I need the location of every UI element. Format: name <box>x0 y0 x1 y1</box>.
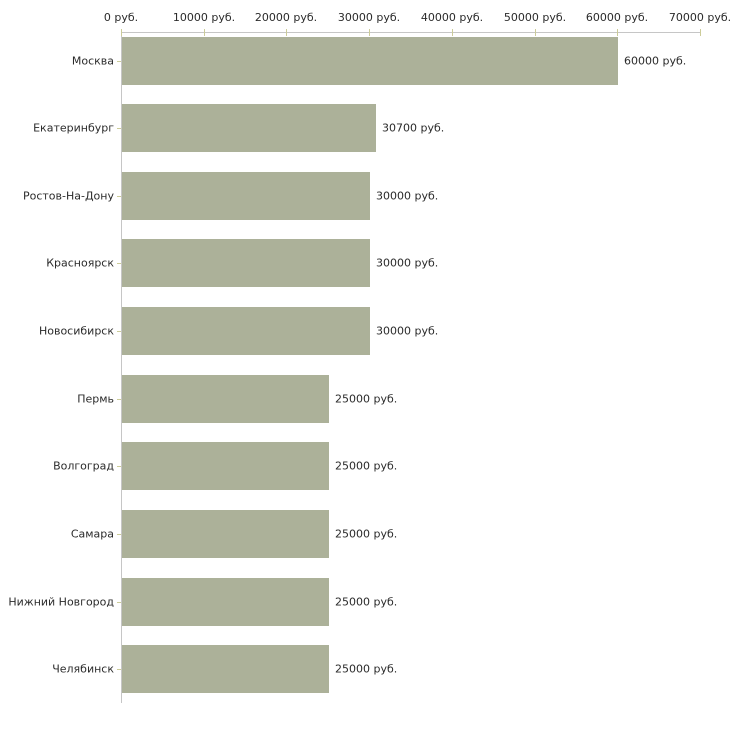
x-axis-tick-label: 30000 руб. <box>337 11 401 24</box>
y-axis-tick-mark <box>117 669 121 670</box>
bar-value-label: 30000 руб. <box>376 189 439 203</box>
bar <box>122 104 376 152</box>
x-axis-tick-mark <box>286 29 287 36</box>
y-axis-line <box>121 32 122 703</box>
category-label: Екатеринбург <box>33 121 114 135</box>
bar-value-label: 30700 руб. <box>382 121 445 135</box>
y-axis-tick-mark <box>117 534 121 535</box>
x-axis-tick-mark <box>452 29 453 36</box>
bar-value-label: 25000 руб. <box>335 392 398 406</box>
category-label: Красноярск <box>46 256 114 270</box>
category-label: Москва <box>71 54 114 68</box>
x-axis-tick-mark <box>700 29 701 36</box>
x-axis-tick-mark <box>535 29 536 36</box>
y-axis-tick-mark <box>117 466 121 467</box>
x-axis-tick-label: 50000 руб. <box>503 11 567 24</box>
bar-value-label: 30000 руб. <box>376 256 439 270</box>
bar <box>122 442 329 490</box>
bar <box>122 375 329 423</box>
x-axis-tick-mark <box>617 29 618 36</box>
bar <box>122 510 329 558</box>
bar-value-label: 25000 руб. <box>335 595 398 609</box>
x-axis-line <box>121 32 700 33</box>
x-axis-tick-label: 40000 руб. <box>420 11 484 24</box>
x-axis-tick-mark <box>369 29 370 36</box>
y-axis-tick-mark <box>117 263 121 264</box>
x-axis-tick-label: 10000 руб. <box>172 11 236 24</box>
category-label: Челябинск <box>52 662 114 676</box>
category-label: Пермь <box>77 392 114 406</box>
category-label: Ростов-На-Дону <box>22 189 114 203</box>
bar-value-label: 60000 руб. <box>624 54 687 68</box>
y-axis-tick-mark <box>117 128 121 129</box>
y-axis-tick-mark <box>117 399 121 400</box>
category-label: Самара <box>70 527 114 541</box>
bar-value-label: 25000 руб. <box>335 662 398 676</box>
category-label: Нижний Новгород <box>8 595 114 609</box>
category-label: Волгоград <box>53 459 114 473</box>
y-axis-tick-mark <box>117 602 121 603</box>
y-axis-tick-mark <box>117 331 121 332</box>
x-axis-tick-label: 20000 руб. <box>254 11 318 24</box>
bar <box>122 307 370 355</box>
x-axis-tick-label: 0 руб. <box>103 11 139 24</box>
bar <box>122 37 618 85</box>
bar <box>122 239 370 287</box>
bar <box>122 578 329 626</box>
category-label: Новосибирск <box>38 324 114 338</box>
x-axis-tick-mark <box>204 29 205 36</box>
bar <box>122 172 370 220</box>
y-axis-tick-mark <box>117 61 121 62</box>
x-axis-tick-label: 60000 руб. <box>585 11 649 24</box>
bar-value-label: 25000 руб. <box>335 527 398 541</box>
y-axis-tick-mark <box>117 196 121 197</box>
bar <box>122 645 329 693</box>
x-axis-tick-label: 70000 руб. <box>668 11 730 24</box>
bar-value-label: 25000 руб. <box>335 459 398 473</box>
x-axis-tick-mark <box>121 29 122 36</box>
bar-value-label: 30000 руб. <box>376 324 439 338</box>
